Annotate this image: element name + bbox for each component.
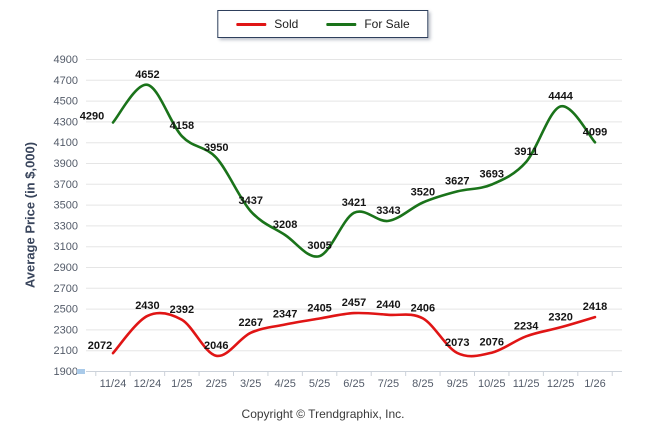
for-sale-data-label: 4158: [170, 120, 194, 132]
for-sale-data-label: 3693: [479, 169, 503, 181]
x-tick-label: 12/24: [134, 378, 162, 390]
y-tick-label: 4300: [54, 116, 78, 128]
sold-data-label: 2406: [411, 302, 435, 314]
sold-line: [111, 311, 597, 358]
x-tick-label: 8/25: [412, 378, 433, 390]
sold-data-label: 2440: [376, 299, 400, 311]
x-tick-label: 7/25: [378, 378, 399, 390]
y-tick-label: 3700: [54, 179, 78, 191]
y-tick-label: 3500: [54, 200, 78, 212]
copyright-text: Copyright © Trendgraphix, Inc.: [241, 407, 405, 421]
sold-data-label: 2072: [88, 340, 112, 352]
y-tick-label: 2100: [54, 345, 78, 357]
for-sale-data-label: 3343: [376, 205, 400, 217]
for-sale-data-label: 3911: [514, 146, 538, 158]
x-tick-label: 4/25: [274, 378, 295, 390]
y-tick-label: 2900: [54, 262, 78, 274]
sold-data-label: 2073: [445, 337, 469, 349]
sold-data-label: 2234: [514, 320, 539, 332]
for-sale-line: [111, 83, 597, 258]
sold-line-swatch: [236, 22, 267, 26]
x-tick-label: 9/25: [447, 378, 468, 390]
legend-label-sold: Sold: [274, 17, 299, 31]
for-sale-data-label: 3950: [204, 142, 228, 154]
for-sale-data-label: 4652: [135, 69, 159, 81]
x-tick-label: 3/25: [240, 378, 261, 390]
for-sale-data-label: 3005: [307, 240, 331, 252]
y-tick-label: 3900: [54, 158, 78, 170]
sold-data-label: 2347: [273, 309, 297, 321]
sold-data-label: 2046: [204, 340, 228, 352]
sold-data-label: 2076: [479, 337, 503, 349]
x-tick-label: 10/25: [478, 378, 506, 390]
x-tick-label: 12/25: [547, 378, 575, 390]
for-sale-data-label: 3208: [273, 219, 297, 231]
for-sale-data-label: 4290: [80, 110, 104, 122]
legend-item-sold: Sold: [236, 17, 298, 31]
y-tick-label: 4500: [54, 96, 78, 108]
x-tick-label: 1/25: [171, 378, 192, 390]
sold-data-label: 2267: [238, 317, 262, 329]
for-sale-data-label: 3421: [342, 197, 366, 209]
y-tick-label: 4100: [54, 137, 78, 149]
x-tick-label: 2/25: [206, 378, 227, 390]
for-sale-line-swatch: [326, 22, 357, 26]
x-tick-label: 11/24: [100, 378, 127, 390]
sold-data-label: 2418: [583, 301, 607, 313]
legend-label-for-sale: For Sale: [364, 17, 410, 31]
y-tick-label: 1900: [54, 366, 78, 378]
y-tick-label: 2700: [54, 283, 78, 295]
y-tick-label: 3100: [54, 241, 78, 253]
sold-data-label: 2320: [548, 311, 572, 323]
legend-item-for-sale: For Sale: [326, 17, 410, 31]
x-tick-label: 5/25: [309, 378, 330, 390]
y-tick-label: 3300: [54, 220, 78, 232]
x-tick-label: 6/25: [343, 378, 364, 390]
chart-legend: Sold For Sale: [217, 10, 429, 38]
y-tick-label: 4900: [54, 54, 78, 66]
for-sale-data-label: 3627: [445, 175, 469, 187]
for-sale-data-label: 4099: [583, 126, 607, 138]
for-sale-data-label: 3520: [411, 187, 435, 199]
axis-origin-tick: [77, 369, 85, 374]
x-tick-label: 1/26: [584, 378, 605, 390]
sold-data-label: 2430: [135, 300, 159, 312]
y-tick-label: 2500: [54, 304, 78, 316]
for-sale-data-label: 3437: [238, 195, 262, 207]
for-sale-data-label: 4444: [548, 90, 573, 102]
sold-data-label: 2457: [342, 297, 366, 309]
y-tick-label: 2300: [54, 324, 78, 336]
x-tick-label: 11/25: [513, 378, 540, 390]
y-tick-label: 4700: [54, 75, 78, 87]
sold-data-label: 2405: [307, 302, 331, 314]
sold-data-label: 2392: [170, 304, 194, 316]
